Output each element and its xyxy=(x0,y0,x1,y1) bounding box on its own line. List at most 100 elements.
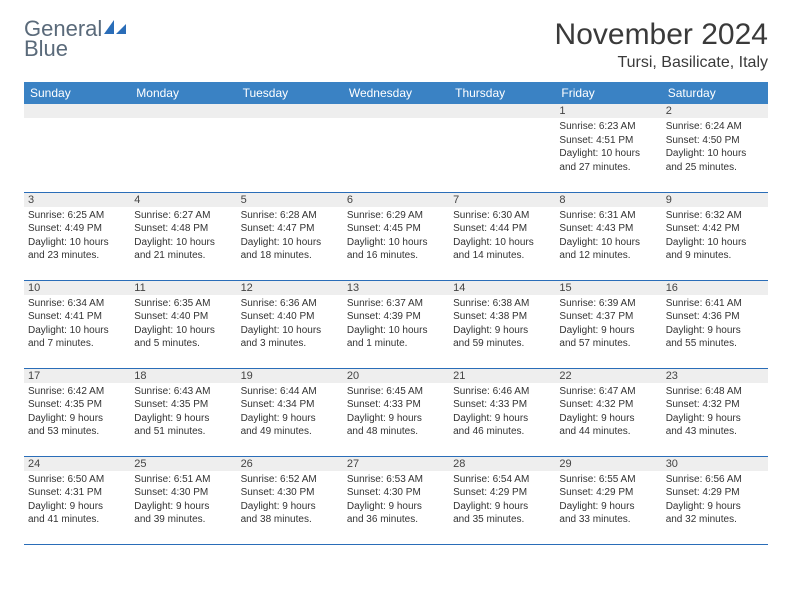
sunrise-text: Sunrise: 6:51 AM xyxy=(134,473,232,487)
daylight-line1: Daylight: 10 hours xyxy=(28,324,126,338)
sunset-text: Sunset: 4:30 PM xyxy=(347,486,445,500)
daylight-line2: and 5 minutes. xyxy=(134,337,232,351)
empty-day-bar xyxy=(237,104,343,118)
day-cell: 7Sunrise: 6:30 AMSunset: 4:44 PMDaylight… xyxy=(449,192,555,280)
day-info: Sunrise: 6:41 AMSunset: 4:36 PMDaylight:… xyxy=(666,297,764,351)
brand-text: General Blue xyxy=(24,18,128,59)
day-number: 25 xyxy=(130,457,236,471)
daylight-line1: Daylight: 10 hours xyxy=(559,236,657,250)
daylight-line1: Daylight: 10 hours xyxy=(134,324,232,338)
week-row: 24 Sunrise: 6:50 AMSunset: 4:31 PMDayligh… xyxy=(24,456,768,544)
daylight-line1: Daylight: 9 hours xyxy=(241,412,339,426)
day-cell xyxy=(130,104,236,192)
daylight-line2: and 38 minutes. xyxy=(241,513,339,527)
sunrise-text: Sunrise: 6:53 AM xyxy=(347,473,445,487)
day-info: Sunrise: 6:28 AMSunset: 4:47 PMDaylight:… xyxy=(241,209,339,263)
daylight-line2: and 14 minutes. xyxy=(453,249,551,263)
calendar-page: General Blue November 2024 Tursi, Basili… xyxy=(0,0,792,555)
empty-day-bar xyxy=(130,104,236,118)
sunset-text: Sunset: 4:30 PM xyxy=(134,486,232,500)
day-cell: 20Sunrise: 6:45 AMSunset: 4:33 PMDayligh… xyxy=(343,368,449,456)
day-cell: 4Sunrise: 6:27 AMSunset: 4:48 PMDaylight… xyxy=(130,192,236,280)
sunset-text: Sunset: 4:50 PM xyxy=(666,134,764,148)
day-info: Sunrise: 6:29 AMSunset: 4:45 PMDaylight:… xyxy=(347,209,445,263)
day-cell: 10Sunrise: 6:34 AMSunset: 4:41 PMDayligh… xyxy=(24,280,130,368)
day-info: Sunrise: 6:35 AMSunset: 4:40 PMDaylight:… xyxy=(134,297,232,351)
daylight-line2: and 35 minutes. xyxy=(453,513,551,527)
sunset-text: Sunset: 4:33 PM xyxy=(347,398,445,412)
sunrise-text: Sunrise: 6:44 AM xyxy=(241,385,339,399)
daylight-line1: Daylight: 9 hours xyxy=(134,412,232,426)
day-number: 2 xyxy=(662,104,768,118)
day-info: Sunrise: 6:37 AMSunset: 4:39 PMDaylight:… xyxy=(347,297,445,351)
sunrise-text: Sunrise: 6:48 AM xyxy=(666,385,764,399)
sunrise-text: Sunrise: 6:56 AM xyxy=(666,473,764,487)
sunset-text: Sunset: 4:48 PM xyxy=(134,222,232,236)
day-info: Sunrise: 6:46 AMSunset: 4:33 PMDaylight:… xyxy=(453,385,551,439)
day-info: Sunrise: 6:51 AMSunset: 4:30 PMDaylight:… xyxy=(134,473,232,527)
dayhead-mon: Monday xyxy=(130,82,236,104)
sunset-text: Sunset: 4:41 PM xyxy=(28,310,126,324)
day-number: 11 xyxy=(130,281,236,295)
sunset-text: Sunset: 4:29 PM xyxy=(559,486,657,500)
empty-day-bar xyxy=(24,104,130,118)
daylight-line1: Daylight: 9 hours xyxy=(28,412,126,426)
daylight-line1: Daylight: 9 hours xyxy=(453,324,551,338)
sunrise-text: Sunrise: 6:35 AM xyxy=(134,297,232,311)
day-number: 8 xyxy=(555,193,661,207)
day-number: 7 xyxy=(449,193,555,207)
month-title: November 2024 xyxy=(555,18,768,52)
day-cell: 12Sunrise: 6:36 AMSunset: 4:40 PMDayligh… xyxy=(237,280,343,368)
day-cell: 25 Sunrise: 6:51 AMSunset: 4:30 PMDayligh… xyxy=(130,456,236,544)
day-cell: 23Sunrise: 6:48 AMSunset: 4:32 PMDayligh… xyxy=(662,368,768,456)
sunrise-text: Sunrise: 6:32 AM xyxy=(666,209,764,223)
daylight-line2: and 16 minutes. xyxy=(347,249,445,263)
daylight-line2: and 36 minutes. xyxy=(347,513,445,527)
sunrise-text: Sunrise: 6:25 AM xyxy=(28,209,126,223)
sunrise-text: Sunrise: 6:36 AM xyxy=(241,297,339,311)
sunset-text: Sunset: 4:32 PM xyxy=(559,398,657,412)
sail-icon xyxy=(102,18,128,36)
daylight-line2: and 41 minutes. xyxy=(28,513,126,527)
week-row: 17Sunrise: 6:42 AMSunset: 4:35 PMDayligh… xyxy=(24,368,768,456)
day-cell: 26Sunrise: 6:52 AMSunset: 4:30 PMDayligh… xyxy=(237,456,343,544)
sunrise-text: Sunrise: 6:54 AM xyxy=(453,473,551,487)
day-info: Sunrise: 6:23 AMSunset: 4:51 PMDaylight:… xyxy=(559,120,657,174)
daylight-line1: Daylight: 10 hours xyxy=(28,236,126,250)
daylight-line2: and 57 minutes. xyxy=(559,337,657,351)
dayhead-wed: Wednesday xyxy=(343,82,449,104)
daylight-line1: Daylight: 10 hours xyxy=(134,236,232,250)
sunrise-text: Sunrise: 6:34 AM xyxy=(28,297,126,311)
day-cell xyxy=(237,104,343,192)
daylight-line1: Daylight: 9 hours xyxy=(559,324,657,338)
sunset-text: Sunset: 4:40 PM xyxy=(134,310,232,324)
daylight-line1: Daylight: 9 hours xyxy=(347,412,445,426)
sunset-text: Sunset: 4:51 PM xyxy=(559,134,657,148)
day-cell xyxy=(343,104,449,192)
sunset-text: Sunset: 4:44 PM xyxy=(453,222,551,236)
day-info: Sunrise: 6:50 AMSunset: 4:31 PMDaylight:… xyxy=(28,473,126,527)
day-number: 14 xyxy=(449,281,555,295)
brand-word2: Blue xyxy=(24,39,128,59)
sunset-text: Sunset: 4:47 PM xyxy=(241,222,339,236)
day-number: 26 xyxy=(237,457,343,471)
daylight-line2: and 55 minutes. xyxy=(666,337,764,351)
day-number: 24 xyxy=(24,457,130,471)
sunrise-text: Sunrise: 6:31 AM xyxy=(559,209,657,223)
daylight-line2: and 27 minutes. xyxy=(559,161,657,175)
sunrise-text: Sunrise: 6:50 AM xyxy=(28,473,126,487)
daylight-line1: Daylight: 9 hours xyxy=(666,500,764,514)
day-number: 19 xyxy=(237,369,343,383)
daylight-line2: and 39 minutes. xyxy=(134,513,232,527)
daylight-line1: Daylight: 9 hours xyxy=(28,500,126,514)
dayhead-tue: Tuesday xyxy=(237,82,343,104)
day-cell: 13Sunrise: 6:37 AMSunset: 4:39 PMDayligh… xyxy=(343,280,449,368)
day-number: 29 xyxy=(555,457,661,471)
day-info: Sunrise: 6:48 AMSunset: 4:32 PMDaylight:… xyxy=(666,385,764,439)
sunrise-text: Sunrise: 6:30 AM xyxy=(453,209,551,223)
calendar-body: 1Sunrise: 6:23 AMSunset: 4:51 PMDaylight… xyxy=(24,104,768,544)
day-number: 15 xyxy=(555,281,661,295)
sunrise-text: Sunrise: 6:23 AM xyxy=(559,120,657,134)
sunrise-text: Sunrise: 6:52 AM xyxy=(241,473,339,487)
daylight-line1: Daylight: 9 hours xyxy=(559,500,657,514)
